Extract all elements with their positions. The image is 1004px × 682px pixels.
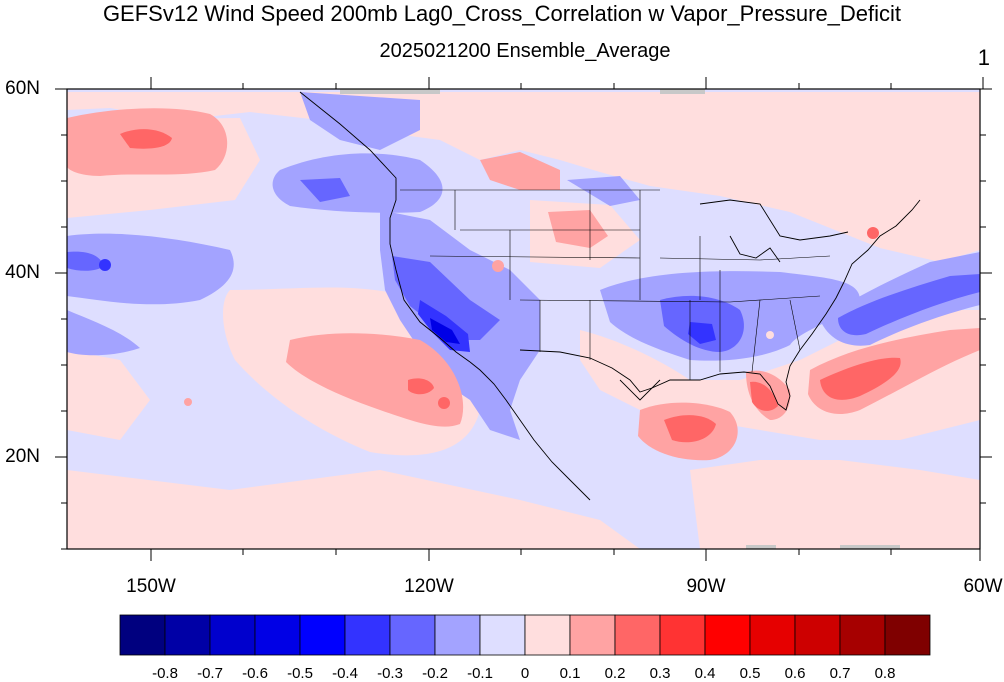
colorbar-label: -0.6	[242, 665, 268, 682]
colorbar-swatch	[659, 614, 706, 656]
lon-label-150w: 150W	[126, 576, 176, 597]
lon-label-120w: 120W	[404, 576, 454, 597]
colorbar-swatch	[524, 614, 571, 656]
colorbar-label: -0.8	[152, 665, 178, 682]
positive-strong-areas	[120, 129, 901, 443]
colorbar-swatch	[614, 614, 661, 656]
colorbar-label: -0.4	[332, 665, 358, 682]
panel-number: 1	[977, 45, 990, 70]
missing-data-strips	[340, 89, 900, 549]
colorbar-label: 0	[520, 665, 530, 682]
lat-label-60n: 60N	[5, 78, 40, 99]
field-small-patches	[99, 227, 879, 409]
colorbar-label: 0.3	[649, 665, 671, 682]
colorbar-swatch	[794, 614, 841, 656]
colorbar-swatch	[749, 614, 796, 656]
colorbar-label: -0.5	[287, 665, 313, 682]
lat-label-20n: 20N	[5, 446, 40, 467]
colorbar-swatch	[164, 614, 211, 656]
colorbar-label: 0.2	[604, 665, 626, 682]
colorbar-label: 0.5	[739, 665, 761, 682]
colorbar-label: 0.6	[784, 665, 806, 682]
colorbar-label: -0.1	[467, 665, 493, 682]
plot-subtitle: 2025021200 Ensemble_Average	[379, 40, 671, 62]
colorbar-label: 0.7	[829, 665, 851, 682]
colorbar-label: -0.2	[422, 665, 448, 682]
colorbar	[119, 614, 931, 656]
colorbar-swatch	[119, 614, 166, 656]
colorbar-label: -0.7	[197, 665, 223, 682]
negative-peak-area	[430, 318, 460, 344]
colorbar-label: -0.3	[377, 665, 403, 682]
lon-label-60w: 60W	[963, 576, 1003, 597]
colorbar-swatch	[389, 614, 436, 656]
colorbar-label: 0.1	[559, 665, 581, 682]
colorbar-swatch	[479, 614, 526, 656]
colorbar-label: 0.8	[874, 665, 896, 682]
correlation-field	[67, 89, 980, 549]
plot-title: GEFSv12 Wind Speed 200mb Lag0_Cross_Corr…	[102, 1, 902, 26]
lat-label-40n: 40N	[5, 262, 40, 283]
coastline-outline	[299, 91, 921, 501]
lon-label-90w: 90W	[686, 576, 726, 597]
colorbar-swatch	[884, 614, 931, 656]
colorbar-swatch	[254, 614, 301, 656]
colorbar-swatch	[344, 614, 391, 656]
colorbar-swatch	[704, 614, 751, 656]
axis-ticks	[55, 77, 992, 561]
colorbar-swatch	[434, 614, 481, 656]
colorbar-swatch	[839, 614, 886, 656]
colorbar-swatch	[299, 614, 346, 656]
colorbar-label: 0.4	[694, 665, 716, 682]
state-boundaries	[400, 189, 831, 380]
colorbar-swatch	[209, 614, 256, 656]
colorbar-swatch	[569, 614, 616, 656]
